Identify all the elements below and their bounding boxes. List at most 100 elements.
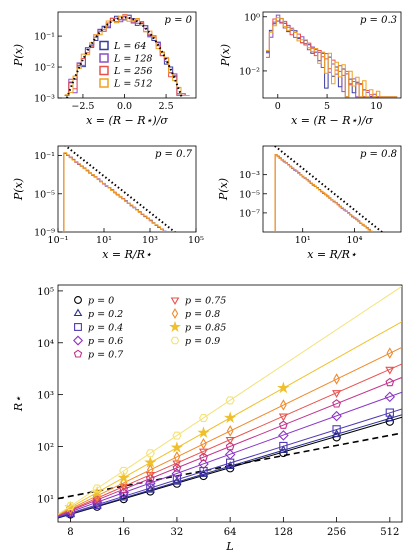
- y-tick-label: 10⁵: [37, 287, 54, 298]
- power-law-line: [273, 146, 384, 232]
- data-point: [199, 452, 208, 462]
- legend-marker: [99, 40, 109, 51]
- x-tick-label: 128: [274, 527, 293, 538]
- data-point: [278, 430, 289, 441]
- data-point: [74, 323, 82, 331]
- legend-marker: [99, 53, 109, 63]
- data-point: [333, 373, 340, 385]
- data-point: [332, 390, 342, 398]
- x-axis-label: x = R/R⋆: [102, 248, 152, 261]
- power-law-line: [64, 146, 177, 232]
- legend: p = 0 p = 0.2 p = 0.4 p = 0.6 p = 0.7 p = 0.7…: [73, 296, 226, 361]
- x-tick-label: 10: [370, 101, 382, 112]
- histogram-4: [274, 154, 398, 232]
- x-tick-label: 0: [275, 101, 281, 112]
- data-point: [73, 349, 83, 358]
- panel-annotation: p = 0.3: [360, 15, 397, 26]
- legend-label: L = 64: [113, 41, 146, 52]
- series-8: [58, 285, 402, 515]
- y-tick-label: 10⁴: [37, 339, 54, 350]
- x-tick-label: 64: [224, 527, 237, 538]
- data-point: [331, 410, 342, 422]
- data-point: [278, 413, 288, 422]
- data-point: [384, 391, 396, 403]
- data-point: [145, 449, 155, 458]
- data-point: [279, 441, 288, 451]
- series-6: [58, 346, 402, 516]
- legend-label: p = 0.9: [185, 336, 220, 347]
- y-tick-label: 10⁻⁹: [34, 228, 55, 239]
- data-point: [200, 438, 207, 450]
- panel-p07: 10⁻¹ 10¹ 10³ 10⁵ 10⁻⁹ 10⁻⁵ 10⁻¹ x = R/R⋆ P(x) p =…: [12, 145, 204, 261]
- plot-frame: [57, 145, 197, 233]
- data-point: [145, 474, 155, 483]
- x-tick-label: 10³: [142, 235, 158, 246]
- data-point: [170, 297, 180, 306]
- legend-label: p = 0.2: [88, 309, 123, 320]
- fit-line: [58, 408, 402, 518]
- data-point: [199, 466, 208, 476]
- y-axis-label: P(x): [12, 178, 25, 201]
- data-point: [198, 413, 209, 422]
- data-point: [169, 320, 181, 333]
- x-tick-label: 8: [67, 527, 73, 538]
- data-point: [172, 476, 182, 485]
- plot-frame: [262, 11, 402, 99]
- y-tick-label: 10⁻³: [34, 94, 55, 105]
- plot-frame: [57, 11, 197, 99]
- data-point: [280, 399, 287, 411]
- histogram-4: [63, 152, 186, 232]
- data-point: [144, 456, 157, 468]
- data-point: [146, 483, 155, 492]
- legend-label: p = 0.8: [185, 309, 220, 320]
- data-point: [172, 463, 182, 472]
- series-3: [58, 391, 402, 518]
- series-0: [58, 416, 402, 519]
- data-point: [92, 484, 102, 493]
- data-point: [119, 483, 129, 492]
- data-point: [385, 408, 394, 417]
- data-point: [73, 335, 84, 346]
- histogram-4: [266, 17, 398, 98]
- data-point: [172, 431, 182, 440]
- data-point: [117, 471, 130, 483]
- data-point: [171, 308, 179, 319]
- plot-frame: [262, 145, 402, 233]
- fit-line: [58, 416, 402, 519]
- data-point: [385, 366, 395, 375]
- y-tick-label: 10³: [37, 391, 54, 402]
- data-point: [332, 425, 341, 434]
- panel-annotation: p = 0: [165, 15, 193, 26]
- x-tick-label: 512: [380, 527, 399, 538]
- data-point: [119, 466, 129, 475]
- legend-label: p = 0: [88, 296, 114, 307]
- y-axis-label: P(x): [219, 44, 232, 67]
- legend-marker: [99, 78, 109, 88]
- y-tick-label: 10¹: [37, 494, 54, 505]
- data-point: [224, 449, 236, 460]
- gaussian-curve: [65, 16, 184, 98]
- data-point: [225, 436, 235, 445]
- series-2: [58, 408, 402, 518]
- data-point: [172, 475, 182, 484]
- data-point: [226, 425, 234, 437]
- data-point: [332, 433, 341, 442]
- legend-label: L = 128: [113, 54, 152, 65]
- data-point: [170, 441, 184, 453]
- x-axis-label: x = R/R⋆: [307, 248, 357, 261]
- data-point: [385, 413, 395, 422]
- y-axis-label: P(x): [12, 44, 25, 67]
- x-tick-label: 256: [327, 527, 346, 538]
- data-point: [225, 441, 235, 451]
- y-tick-label: 10⁻⁵: [239, 189, 260, 200]
- legend-label: p = 0.7: [88, 350, 124, 361]
- x-tick-label: 0.0: [117, 101, 132, 112]
- legend-label: p = 0.75: [185, 296, 226, 307]
- fit-line: [58, 285, 402, 515]
- fit-line: [58, 376, 402, 517]
- x-tick-label: 10¹: [295, 235, 311, 246]
- x-tick-label: 10⁴: [346, 235, 362, 246]
- data-point: [73, 308, 83, 317]
